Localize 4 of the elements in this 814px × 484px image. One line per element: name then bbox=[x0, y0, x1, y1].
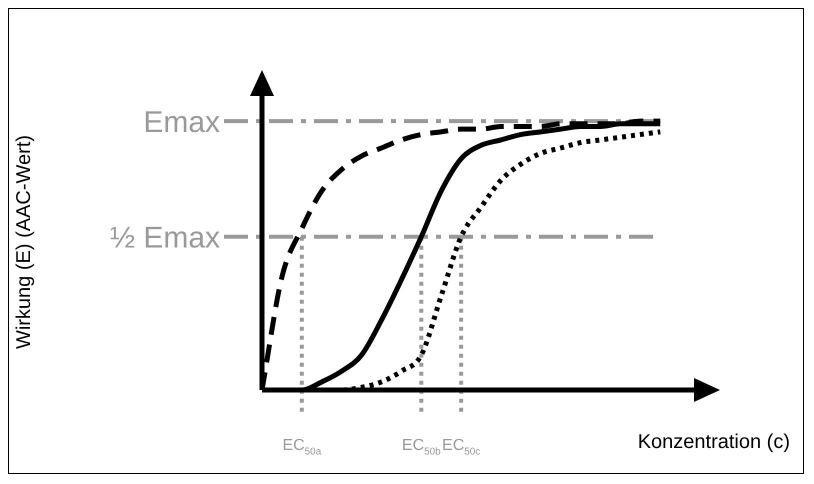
ref-line-label: ½ Emax bbox=[110, 222, 220, 255]
x-axis-title: Konzentration (c) bbox=[638, 431, 790, 453]
text: Wirkung (E) (AAC-Wert) bbox=[13, 134, 35, 350]
ref-line-label: Emax bbox=[143, 106, 220, 140]
